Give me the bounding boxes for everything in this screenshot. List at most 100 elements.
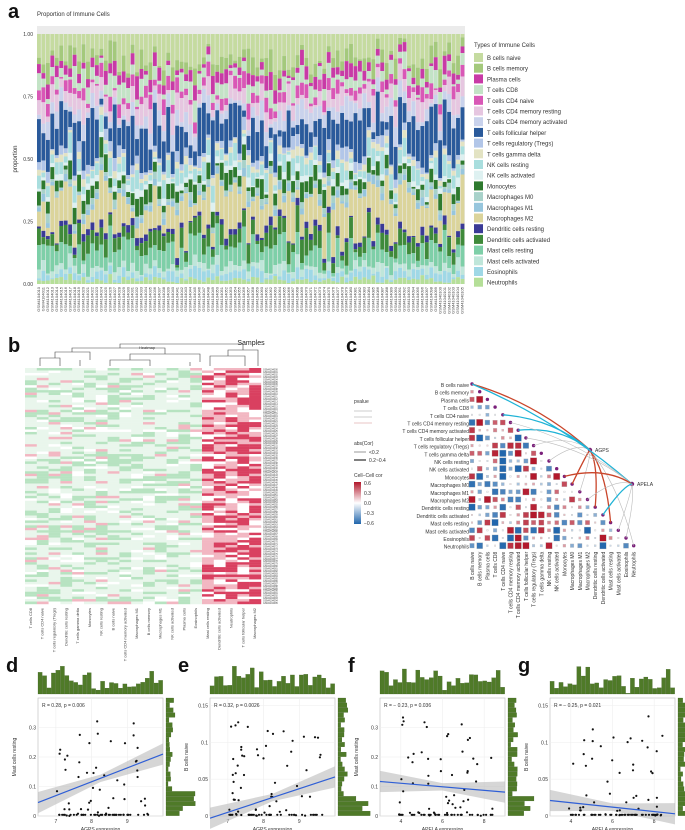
heatmap-cell xyxy=(60,564,73,568)
bar-segment xyxy=(197,190,202,196)
heatmap-cell xyxy=(72,422,85,425)
bar-segment xyxy=(242,269,246,280)
bar-segment xyxy=(117,104,122,119)
heatmap-cell xyxy=(166,449,179,452)
heatmap-cell xyxy=(84,439,96,442)
heatmap-cell xyxy=(25,584,37,587)
data-point xyxy=(229,813,232,816)
bar-segment xyxy=(424,259,429,266)
heatmap-cell xyxy=(119,554,132,558)
bar-segment xyxy=(322,213,327,217)
bar-segment xyxy=(117,249,122,268)
bar-segment xyxy=(411,77,416,85)
bar-segment xyxy=(246,278,251,282)
legend-label: Plasma cells xyxy=(487,77,521,83)
heatmap-cell xyxy=(107,490,120,494)
data-point xyxy=(252,813,255,816)
heatmap-cell xyxy=(60,461,73,465)
heatmap-cell xyxy=(213,513,226,516)
correlation-square xyxy=(500,442,506,449)
heatmap-cell xyxy=(237,554,250,558)
correlation-square xyxy=(476,419,484,426)
bar-segment xyxy=(210,117,215,121)
bar-segment xyxy=(157,204,162,206)
bar-segment xyxy=(447,164,452,178)
correlation-square xyxy=(600,520,606,526)
bar-segment xyxy=(63,156,68,163)
heatmap-cell xyxy=(237,586,250,590)
marginal-bar-right xyxy=(165,786,173,792)
bar-segment xyxy=(429,163,434,169)
bar-segment xyxy=(335,238,340,268)
column-label: T cells follicular helper xyxy=(524,551,530,601)
heatmap-cell xyxy=(166,422,179,425)
column-label: Plasma cells xyxy=(485,551,491,580)
bar-segment xyxy=(81,124,86,142)
bar-segment xyxy=(429,160,434,164)
bar-segment xyxy=(68,253,73,268)
heatmap-cell xyxy=(72,549,85,553)
bar-segment xyxy=(300,182,304,203)
heatmap-cell xyxy=(178,490,191,494)
bar-segment xyxy=(41,160,46,171)
bar-segment xyxy=(130,177,135,192)
row-label: GSM4104023 xyxy=(263,425,278,428)
heatmap-cell xyxy=(166,436,179,440)
legend-abs-title: abs(Cor) xyxy=(354,441,374,447)
bar-segment xyxy=(344,282,349,284)
bar-segment xyxy=(148,173,153,176)
heatmap-cell xyxy=(190,380,203,383)
correlation-square xyxy=(501,482,505,486)
bar-segment xyxy=(366,207,371,213)
heatmap-cell xyxy=(60,444,73,447)
heatmap-cell xyxy=(60,390,73,393)
heatmap-cell xyxy=(60,527,73,531)
heatmap-cell xyxy=(119,473,132,477)
heatmap-cell xyxy=(237,520,250,524)
heatmap-cell xyxy=(178,542,191,546)
heatmap-cell xyxy=(84,392,96,396)
heatmap-cell xyxy=(178,422,191,425)
bar-segment xyxy=(157,162,162,166)
heatmap-cell xyxy=(72,540,85,543)
legend-swatch xyxy=(474,160,483,169)
column-label: Mast cells resting xyxy=(609,551,615,590)
bar-segment xyxy=(99,34,104,49)
bar-segment xyxy=(63,91,68,103)
heatmap-cell xyxy=(84,564,96,568)
correlation-square xyxy=(491,488,499,495)
bar-segment xyxy=(433,227,438,234)
data-point xyxy=(237,799,240,802)
legend-swatch xyxy=(474,106,483,116)
heatmap-cell xyxy=(202,525,214,528)
heatmap-cell xyxy=(237,594,250,597)
correlation-square xyxy=(531,450,537,456)
data-point xyxy=(92,771,95,775)
bar-segment xyxy=(90,166,95,170)
bar-segment xyxy=(286,273,291,284)
x-tick-label: GSM4104058 xyxy=(250,286,255,311)
heatmap-cell xyxy=(202,468,214,472)
heatmap-cell xyxy=(202,407,214,410)
bar-segment xyxy=(179,68,184,73)
bar-segment xyxy=(375,282,380,284)
x-tick-label: GSM4104068 xyxy=(295,286,300,311)
heatmap-cell xyxy=(190,372,203,376)
bar-segment xyxy=(398,221,402,229)
bar-segment xyxy=(157,110,162,126)
bar-segment xyxy=(197,262,202,268)
bar-segment xyxy=(59,67,64,78)
heatmap-cell xyxy=(131,505,144,509)
bar-segment xyxy=(438,87,443,93)
bar-segment xyxy=(460,223,465,230)
bar-segment xyxy=(286,34,291,70)
heatmap-cell xyxy=(249,500,262,504)
heatmap-cell xyxy=(131,586,144,590)
bar-segment xyxy=(295,72,300,86)
heatmap-cell xyxy=(119,581,132,585)
data-point xyxy=(94,813,97,816)
heatmap-cell xyxy=(25,392,37,396)
bar-segment xyxy=(50,34,55,51)
correlation-square xyxy=(476,473,484,480)
heatmap-cell xyxy=(190,601,203,605)
